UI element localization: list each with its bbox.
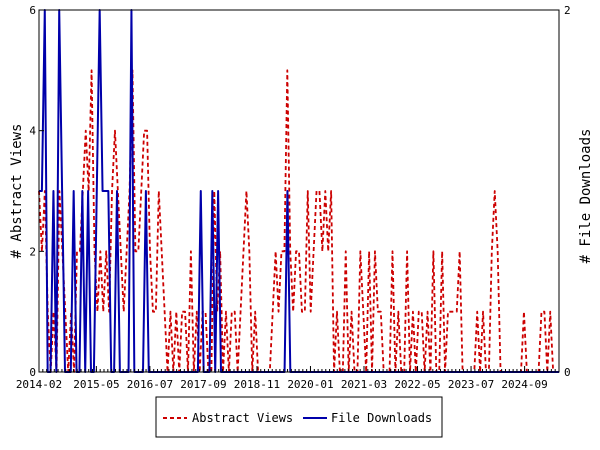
plot-frame [38, 9, 560, 373]
x-tick-label: 2022-05 [394, 378, 440, 391]
x-tick-label: 2021-03 [341, 378, 387, 391]
x-tick-label: 2018-11 [234, 378, 280, 391]
x-tick-label: 2015-05 [73, 378, 119, 391]
y-left-axis-title: # Abstract Views [9, 124, 25, 259]
y-left-tick-label: 0 [29, 366, 36, 379]
y-left-tick-label: 2 [29, 245, 36, 258]
x-tick-labels: 2014-02 2015-05 2016-07 2017-09 2018-11 … [16, 378, 548, 391]
y-right-tick-labels: 0 2 [564, 4, 571, 379]
y-right-axis-title: # File Downloads [578, 129, 594, 264]
legend-box [155, 396, 443, 438]
y-right-tick-label: 2 [564, 4, 571, 17]
y-left-tick-label: 4 [29, 125, 36, 138]
y-left-tick-label: 6 [29, 4, 36, 17]
legend: Abstract Views File Downloads [155, 396, 443, 438]
x-tick-label: 2020-01 [287, 378, 333, 391]
x-tick-label: 2023-07 [448, 378, 494, 391]
y-right-tick-label: 0 [564, 366, 571, 379]
x-tick-label: 2014-02 [16, 378, 62, 391]
x-tick-label: 2024-09 [501, 378, 547, 391]
y-left-tick-labels: 0 2 4 6 [29, 4, 36, 379]
legend-label-file-downloads: File Downloads [331, 411, 432, 425]
x-tick-label: 2016-07 [127, 378, 173, 391]
x-tick-label: 2017-09 [180, 378, 226, 391]
legend-label-abstract-views: Abstract Views [192, 411, 293, 425]
